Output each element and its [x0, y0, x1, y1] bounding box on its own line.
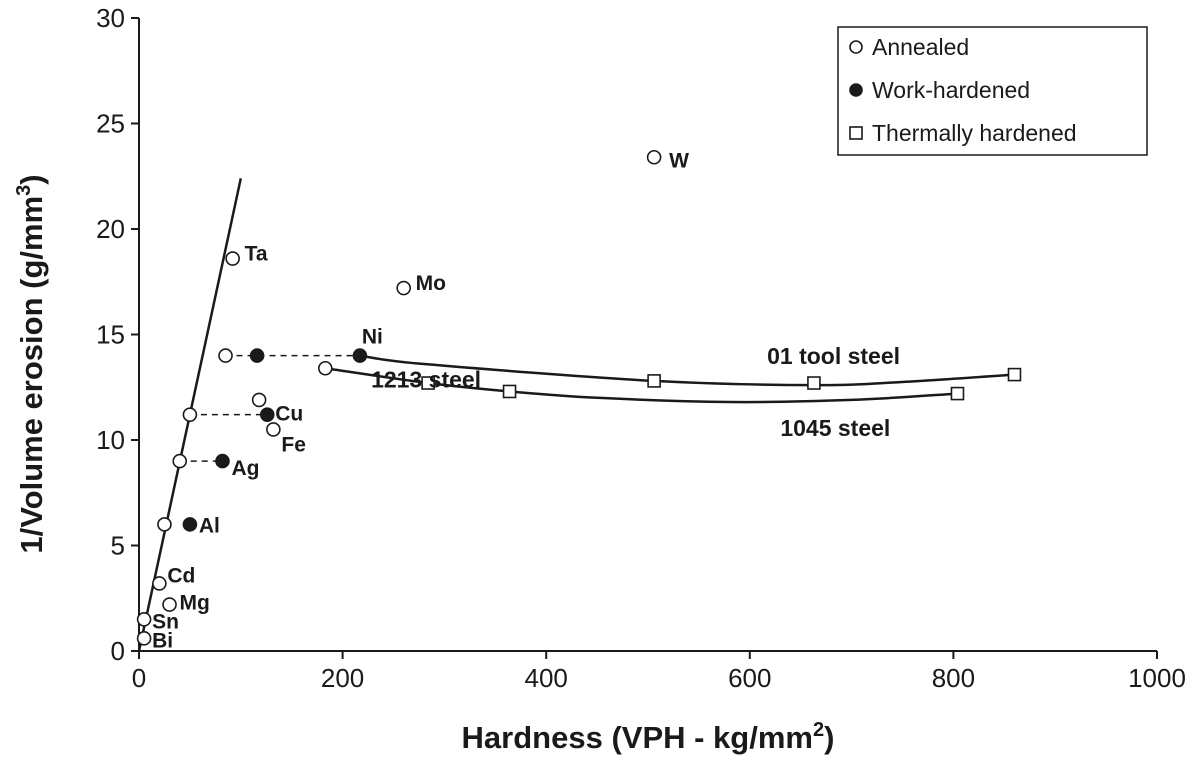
thermally-hardened-point: [502, 384, 517, 399]
legend-thermally-hardened-marker: [849, 126, 863, 140]
annealed-point: [157, 517, 172, 532]
y-axis-title: 1/Volume erosion (g/mm3): [13, 174, 49, 553]
legend-work-hardened-marker: [849, 83, 863, 97]
x-axis-title: Hardness (VPH - kg/mm2): [462, 719, 835, 755]
legend-annealed-label: Annealed: [872, 34, 969, 60]
point-label-fe: Fe: [281, 433, 306, 456]
legend-box: [837, 26, 1148, 156]
annealed-point-cd: [152, 576, 167, 591]
point-label-al: Al: [199, 514, 220, 537]
annealed-point-sn: [136, 612, 152, 627]
x-tick-label: 200: [321, 663, 364, 693]
y-tick-label: 15: [96, 320, 125, 350]
annealed-point: [251, 392, 267, 408]
thermally-hardened-point: [807, 376, 821, 390]
x-tick-label: 400: [525, 663, 568, 693]
curve-label-1045-steel: 1045 steel: [780, 415, 890, 441]
x-tick-label: 1000: [1128, 663, 1186, 693]
annealed-point-mg: [162, 597, 177, 612]
x-tick-label: 600: [728, 663, 771, 693]
y-tick-label: 25: [96, 109, 125, 139]
point-label-cu: Cu: [275, 403, 303, 426]
x-tick-label: 0: [132, 663, 146, 693]
work-hardened-point: [249, 348, 265, 363]
work-hardened-point-al: [182, 517, 198, 532]
annealed-point-fe: [266, 422, 281, 437]
legend: Annealed Work-hardened Thermally hardene…: [837, 26, 1148, 156]
point-label-ni: Ni: [362, 326, 383, 349]
point-label-mg: Mg: [180, 592, 210, 615]
y-tick-label: 10: [96, 425, 125, 455]
legend-work-hardened-label: Work-hardened: [872, 77, 1030, 103]
work-hardened-point-cu: [259, 407, 275, 422]
annealed-point: [218, 348, 233, 363]
curve-01-tool-steel: [359, 354, 1015, 387]
thermally-hardened-point: [421, 376, 435, 390]
x-tick-label: 800: [932, 663, 975, 693]
point-label-bi: Bi: [152, 629, 173, 652]
work-hardened-point-ni: [352, 348, 368, 363]
point-label-mo: Mo: [416, 272, 446, 295]
y-tick-label: 20: [96, 214, 125, 244]
annealed-point: [172, 453, 188, 469]
point-label-cd: Cd: [167, 564, 195, 587]
y-tick-label: 0: [111, 636, 125, 666]
point-label-w: W: [669, 149, 689, 172]
work-hardened-point-ag: [215, 453, 230, 469]
y-tick-label: 5: [111, 531, 125, 561]
annealed-point: [182, 407, 198, 422]
thermally-hardened-point: [1007, 367, 1022, 382]
annealed-point-mo: [396, 280, 411, 296]
point-label-ag: Ag: [231, 457, 259, 480]
thermally-hardened-point: [647, 374, 661, 388]
legend-annealed-marker: [849, 40, 863, 54]
thermally-hardened-point: [950, 386, 965, 401]
annealed-point-ta: [225, 251, 240, 266]
annealed-point-bi: [136, 631, 152, 646]
y-tick-label: 30: [96, 3, 125, 33]
annealed-point: [317, 360, 333, 376]
curve-label-01-tool-steel: 01 tool steel: [767, 343, 900, 369]
curve-label-1213-steel: 1213 steel: [371, 366, 481, 392]
annealed-point-w: [646, 149, 662, 165]
point-label-ta: Ta: [245, 243, 268, 266]
point-label-sn: Sn: [152, 610, 179, 633]
legend-thermally-hardened-label: Thermally hardened: [872, 120, 1077, 146]
